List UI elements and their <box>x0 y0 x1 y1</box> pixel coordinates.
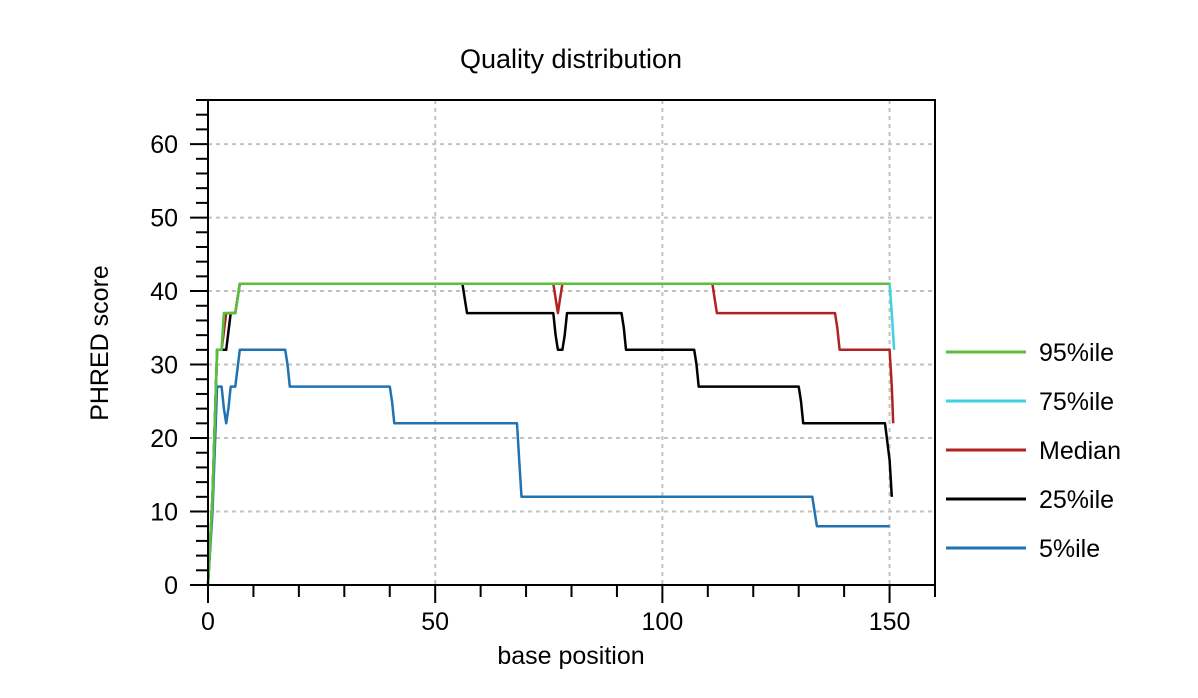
axis-ticks <box>190 99 936 603</box>
legend-label: 5%ile <box>1039 535 1100 563</box>
y-tick-label: 40 <box>150 278 178 306</box>
y-tick-labels: 0 10 20 30 40 50 60 <box>150 131 178 600</box>
legend-label: 25%ile <box>1039 486 1114 514</box>
legend-label: 95%ile <box>1039 339 1114 367</box>
y-tick-label: 50 <box>150 205 178 233</box>
y-axis-label: PHRED score <box>86 265 114 421</box>
series-line-25pctile <box>206 282 894 586</box>
y-tick-label: 10 <box>150 499 178 527</box>
x-axis-label: base position <box>497 642 644 670</box>
y-tick-label: 20 <box>150 425 178 453</box>
legend-label: Median <box>1039 437 1121 465</box>
grid-lines <box>208 100 935 585</box>
legend: 95%ile 75%ile Median 25%ile 5%ile <box>946 339 1121 563</box>
y-tick-label: 60 <box>150 131 178 159</box>
series-line-75pctile <box>206 282 896 586</box>
series-layer <box>206 282 896 586</box>
y-tick-label: 30 <box>150 352 178 380</box>
series-line-5pctile <box>206 348 890 586</box>
y-tick-label: 0 <box>164 572 178 600</box>
x-tick-label: 50 <box>421 608 449 636</box>
chart-title: Quality distribution <box>460 44 682 74</box>
x-tick-label: 100 <box>642 608 684 636</box>
series-line-median <box>206 282 895 586</box>
x-tick-labels: 0 50 100 150 <box>201 608 910 636</box>
x-tick-label: 0 <box>201 608 215 636</box>
legend-label: 75%ile <box>1039 388 1114 416</box>
series-line-95pctile <box>206 282 890 586</box>
x-tick-label: 150 <box>869 608 911 636</box>
